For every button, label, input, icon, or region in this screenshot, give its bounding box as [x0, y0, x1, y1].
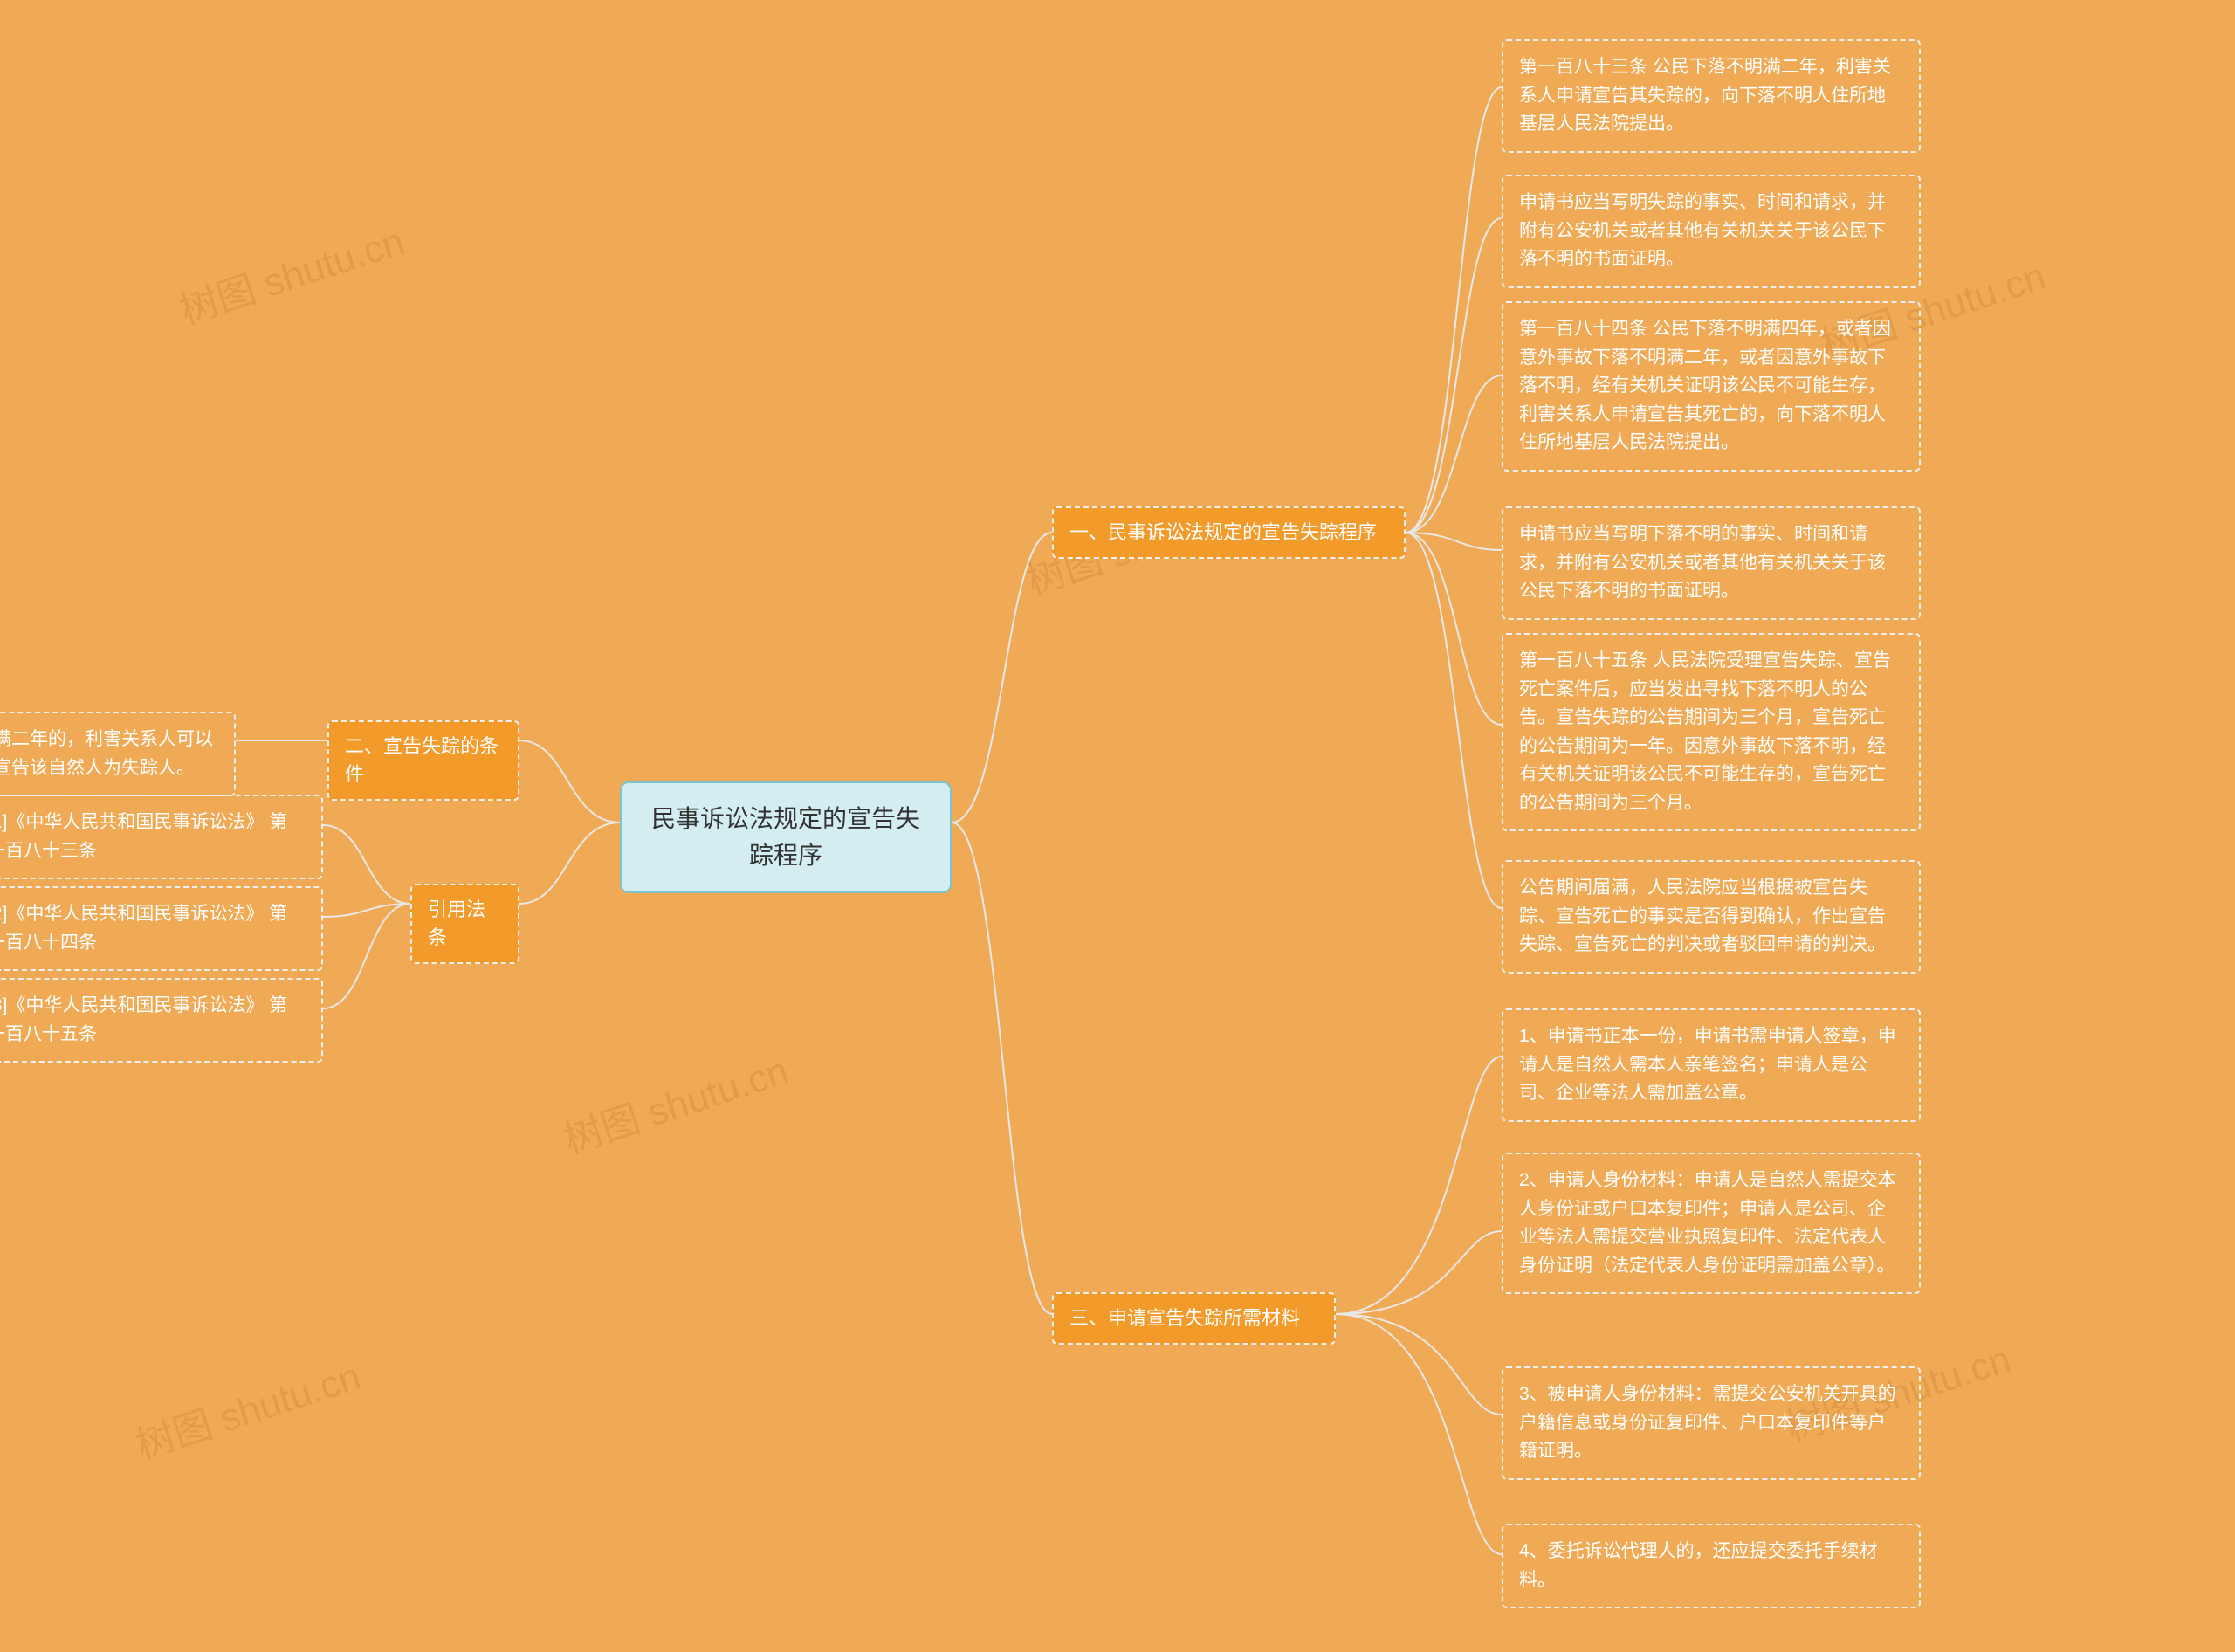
center-text: 民事诉讼法规定的宣告失踪程序 [651, 805, 920, 869]
leaf-text: 3、被申请人身份材料：需提交公安机关开具的户籍信息或身份证复印件、户口本复印件等… [1519, 1384, 1896, 1461]
leaf-text: [3]《中华人民共和国民事诉讼法》 第一百八十五条 [0, 995, 287, 1044]
leaf-text: 4、委托诉讼代理人的，还应提交委托手续材料。 [1519, 1541, 1878, 1590]
leaf-text: 公告期间届满，人民法院应当根据被宣告失踪、宣告死亡的事实是否得到确认，作出宣告失… [1519, 878, 1886, 954]
leaf-b4-3: [3]《中华人民共和国民事诉讼法》 第一百八十五条 [0, 978, 323, 1063]
leaf-text: 第一百八十四条 公民下落不明满四年，或者因意外事故下落不明满二年，或者因意外事故… [1519, 319, 1891, 452]
leaf-b1-1: 第一百八十三条 公民下落不明满二年，利害关系人申请宣告其失踪的，向下落不明人住所… [1502, 39, 1921, 153]
leaf-b1-5: 第一百八十五条 人民法院受理宣告失踪、宣告死亡案件后，应当发出寻找下落不明人的公… [1502, 633, 1921, 831]
branch-4: 引用法条 [410, 884, 519, 964]
center-node: 民事诉讼法规定的宣告失踪程序 [620, 781, 952, 893]
leaf-b1-4: 申请书应当写明下落不明的事实、时间和请求，并附有公安机关或者其他有关机关关于该公… [1502, 506, 1921, 620]
leaf-text: 自然人下落不明满二年的，利害关系人可以向人民法院申请宣告该自然人为失踪人。 [0, 729, 213, 778]
leaf-text: 第一百八十五条 人民法院受理宣告失踪、宣告死亡案件后，应当发出寻找下落不明人的公… [1519, 650, 1891, 813]
leaf-text: [1]《中华人民共和国民事诉讼法》 第一百八十三条 [0, 812, 287, 861]
watermark: 树图 shutu.cn [128, 1345, 367, 1470]
watermark: 树图 shutu.cn [172, 210, 410, 334]
branch-1: 一、民事诉讼法规定的宣告失踪程序 [1052, 506, 1406, 559]
branch-label: 一、民事诉讼法规定的宣告失踪程序 [1069, 521, 1377, 543]
watermark: 树图 shutu.cn [556, 1039, 794, 1164]
branch-label: 二、宣告失踪的条件 [345, 735, 499, 785]
leaf-text: 1、申请书正本一份，申请书需申请人签章，申请人是自然人需本人亲笔签名；申请人是公… [1519, 1026, 1896, 1103]
leaf-b3-4: 4、委托诉讼代理人的，还应提交委托手续材料。 [1502, 1524, 1921, 1608]
branch-label: 引用法条 [428, 898, 485, 948]
branch-2: 二、宣告失踪的条件 [327, 720, 519, 801]
leaf-b4-2: [2]《中华人民共和国民事诉讼法》 第一百八十四条 [0, 886, 323, 971]
leaf-b2-1: 自然人下落不明满二年的，利害关系人可以向人民法院申请宣告该自然人为失踪人。 [0, 712, 236, 796]
leaf-text: 申请书应当写明下落不明的事实、时间和请求，并附有公安机关或者其他有关机关关于该公… [1519, 524, 1886, 601]
leaf-b1-6: 公告期间届满，人民法院应当根据被宣告失踪、宣告死亡的事实是否得到确认，作出宣告失… [1502, 860, 1921, 974]
leaf-b3-3: 3、被申请人身份材料：需提交公安机关开具的户籍信息或身份证复印件、户口本复印件等… [1502, 1366, 1921, 1480]
leaf-b4-1: [1]《中华人民共和国民事诉讼法》 第一百八十三条 [0, 795, 323, 879]
leaf-b1-2: 申请书应当写明失踪的事实、时间和请求，并附有公安机关或者其他有关机关关于该公民下… [1502, 175, 1921, 288]
leaf-text: 申请书应当写明失踪的事实、时间和请求，并附有公安机关或者其他有关机关关于该公民下… [1519, 192, 1886, 269]
branch-label: 三、申请宣告失踪所需材料 [1069, 1307, 1300, 1329]
leaf-b1-3: 第一百八十四条 公民下落不明满四年，或者因意外事故下落不明满二年，或者因意外事故… [1502, 301, 1921, 472]
leaf-b3-1: 1、申请书正本一份，申请书需申请人签章，申请人是自然人需本人亲笔签名；申请人是公… [1502, 1008, 1921, 1122]
leaf-text: 第一百八十三条 公民下落不明满二年，利害关系人申请宣告其失踪的，向下落不明人住所… [1519, 57, 1891, 134]
leaf-b3-2: 2、申请人身份材料：申请人是自然人需提交本人身份证或户口本复印件；申请人是公司、… [1502, 1153, 1921, 1294]
leaf-text: [2]《中华人民共和国民事诉讼法》 第一百八十四条 [0, 904, 287, 953]
leaf-text: 2、申请人身份材料：申请人是自然人需提交本人身份证或户口本复印件；申请人是公司、… [1519, 1170, 1896, 1276]
branch-3: 三、申请宣告失踪所需材料 [1052, 1292, 1336, 1345]
